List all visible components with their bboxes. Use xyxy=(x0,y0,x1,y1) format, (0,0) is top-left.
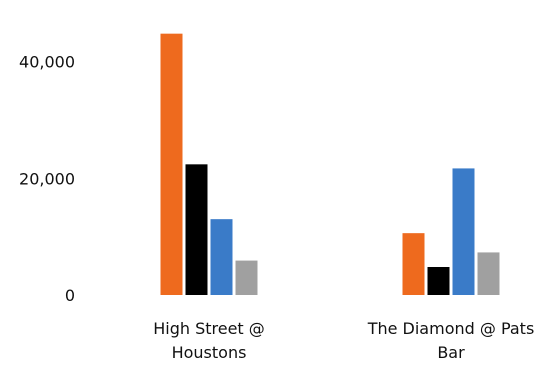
x-category-label: High Street @ xyxy=(153,319,265,338)
x-category-label: The Diamond @ Pats xyxy=(367,319,535,338)
y-tick-label: 40,000 xyxy=(19,53,75,72)
bar-category-0-series-1 xyxy=(186,164,208,295)
bars xyxy=(161,34,500,295)
bar-category-1-series-1 xyxy=(428,267,450,295)
bar-category-1-series-0 xyxy=(403,233,425,295)
bar-category-0-series-3 xyxy=(236,261,258,295)
y-tick-label: 0 xyxy=(65,286,75,305)
bar-category-1-series-3 xyxy=(478,252,500,295)
bar-category-1-series-2 xyxy=(453,168,475,295)
y-axis-ticks: 0 20,000 40,000 xyxy=(19,53,75,305)
x-category-label: Bar xyxy=(437,343,465,362)
x-axis-labels: High Street @ Houstons The Diamond @ Pats B… xyxy=(153,319,534,362)
y-tick-label: 20,000 xyxy=(19,169,75,188)
bar-category-0-series-2 xyxy=(211,219,233,295)
bar-category-0-series-0 xyxy=(161,34,183,295)
x-category-label: Houstons xyxy=(172,343,247,362)
